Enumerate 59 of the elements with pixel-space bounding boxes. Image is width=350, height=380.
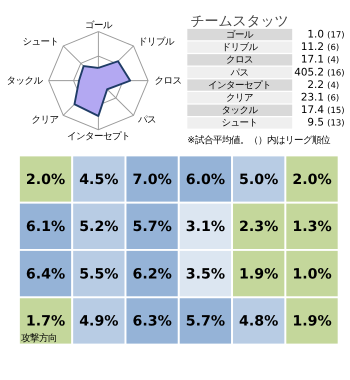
data-label: 2.0% <box>26 172 66 188</box>
data-label: 6.2% <box>132 266 172 282</box>
data-label: 7.0% <box>132 172 172 188</box>
data-label: 1.9% <box>239 266 278 282</box>
data-label: 405.2 <box>294 66 324 78</box>
data-label: (6) <box>327 94 340 104</box>
spoke-label: シュート <box>22 36 59 48</box>
category-label: シュート <box>222 118 258 129</box>
data-label: 1.9% <box>292 314 332 330</box>
text: ※試合平均値。（）内はリーグ順位 <box>187 134 330 146</box>
category-label: クリア <box>226 92 254 104</box>
data-label: 1.7% <box>26 314 66 330</box>
data-label: (4) <box>327 80 340 91</box>
data-label: 23.1 <box>300 92 324 104</box>
data-label: 1.0% <box>292 266 332 282</box>
category-label: パス <box>230 67 249 78</box>
data-label: 1.0 <box>307 28 324 40</box>
data-label: 11.2 <box>300 41 324 54</box>
data-label: 17.4 <box>300 104 324 116</box>
data-label: (16) <box>327 68 345 78</box>
category-label: クロス <box>226 54 254 66</box>
data-label: 17.1 <box>300 54 324 66</box>
data-label: 1.3% <box>292 219 332 236</box>
category-label: タックル <box>222 105 258 116</box>
data-label: 9.5 <box>307 116 324 129</box>
data-label: 4.8% <box>239 314 278 330</box>
data-label: 6.1% <box>26 219 66 236</box>
text: チームスタッツ <box>190 13 288 30</box>
annotation: 攻撃方向 <box>20 332 57 344</box>
spoke-label: ゴール <box>84 20 112 32</box>
spoke-label: タックル <box>6 75 42 86</box>
data-label: (15) <box>327 106 345 116</box>
data-label: 5.2% <box>79 219 119 236</box>
data-label: 4.5% <box>79 172 119 188</box>
spoke-label: インターセプト <box>66 130 130 142</box>
data-label: (6) <box>327 43 340 54</box>
data-label: 5.7% <box>186 314 226 330</box>
data-label: (17) <box>327 30 345 40</box>
data-label: 2.2 <box>307 78 324 91</box>
data-label: 3.1% <box>186 219 226 236</box>
data-label: 4.9% <box>79 314 119 330</box>
data-label: 2.0% <box>292 172 332 188</box>
data-label: (4) <box>327 56 340 66</box>
category-label: ゴール <box>226 29 254 40</box>
data-label: 5.5% <box>79 266 119 282</box>
data-label: 2.3% <box>239 219 278 236</box>
data-label: 6.0% <box>186 172 226 188</box>
category-label: ドリブル <box>222 42 258 54</box>
data-label: 6.4% <box>26 266 66 282</box>
category-label: インターセプト <box>208 80 272 91</box>
data-label: 5.7% <box>132 219 172 236</box>
spoke-label: ドリブル <box>138 36 174 48</box>
spoke-label: クリア <box>32 114 59 126</box>
data-label: 5.0% <box>239 172 278 188</box>
data-label: 3.5% <box>186 266 226 282</box>
spoke-label: クロス <box>154 75 182 86</box>
data-label: (13) <box>327 118 345 129</box>
spoke-label: パス <box>137 114 156 126</box>
data-label: 6.3% <box>132 314 172 330</box>
